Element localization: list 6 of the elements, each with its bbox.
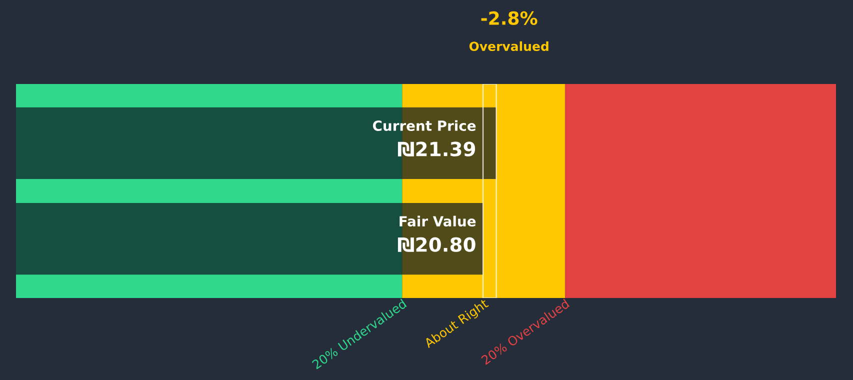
text: -2.8% <box>481 11 538 25</box>
y-tick-label: Current Price <box>372 120 476 131</box>
data-label: ₪21.39 <box>398 142 476 156</box>
y-tick-label: Fair Value <box>400 216 476 227</box>
data-label: ₪20.80 <box>398 237 476 252</box>
text: Overvalued <box>469 41 548 52</box>
